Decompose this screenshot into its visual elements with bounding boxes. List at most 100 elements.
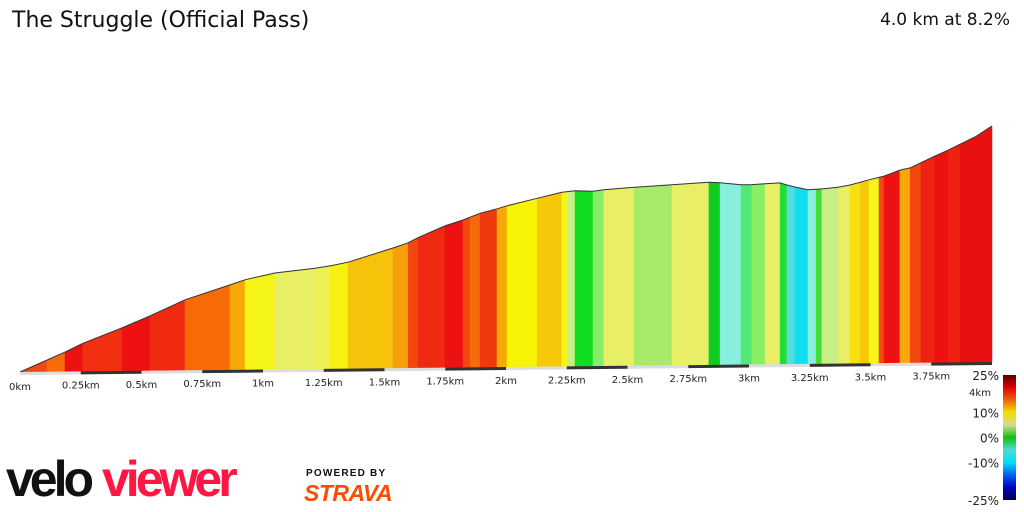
gradient-segment	[149, 299, 186, 371]
colorbar-label: 0%	[980, 432, 999, 446]
gradient-segment	[574, 190, 594, 367]
gradient-segment	[561, 191, 569, 367]
x-tick-label: 2.75km	[669, 374, 707, 385]
gradient-segment	[934, 149, 949, 363]
page-title: The Struggle (Official Pass)	[12, 8, 310, 33]
gradient-segment	[883, 169, 901, 364]
gradient-segment	[959, 125, 993, 363]
gradient-segment	[82, 327, 123, 372]
gradient-segment	[740, 184, 753, 365]
distance-band	[566, 365, 628, 370]
gradient-segment	[751, 183, 766, 365]
x-tick-label: 1.75km	[426, 377, 464, 388]
x-tick-label: 1km	[252, 379, 274, 390]
gradient-segment	[786, 184, 796, 365]
x-tick-label: 1.5km	[369, 377, 400, 388]
colorbar-label: 10%	[972, 407, 999, 421]
distance-band	[384, 367, 446, 372]
distance-band	[141, 370, 203, 374]
gradient-segment	[121, 315, 151, 372]
colorbar-label: -25%	[968, 494, 999, 508]
svg-text:viewer: viewer	[102, 452, 237, 504]
gradient-segment	[779, 182, 788, 365]
colorbar-label: 25%	[972, 369, 999, 383]
distance-band	[80, 370, 142, 375]
x-tick-label: 4km	[969, 388, 991, 399]
distance-band	[323, 368, 385, 372]
distance-band	[20, 371, 81, 375]
gradient-segments	[19, 125, 993, 373]
gradient-segment	[920, 155, 936, 363]
strava-logo: STRAVA	[304, 480, 393, 506]
gradient-segment	[859, 179, 870, 364]
gradient-segment	[469, 212, 481, 368]
x-tick-label: 3.25km	[791, 373, 829, 384]
distance-axis: 0km 0.25km 0.5km 0.75km 1km 1.25km 1.5km 1.75km…	[9, 362, 992, 399]
gradient-segment	[708, 181, 721, 366]
gradient-segment	[462, 216, 471, 368]
x-tick-label: 2km	[495, 376, 517, 387]
distance-band	[202, 369, 263, 374]
gradient-segment	[815, 188, 823, 365]
distance-band	[809, 363, 871, 367]
gradient-segment	[46, 351, 66, 372]
gradient-segment	[407, 237, 419, 369]
gradient-segment	[329, 261, 349, 370]
colorbar-scale	[1003, 375, 1016, 500]
climb-summary: 4.0 km at 8.2%	[880, 10, 1010, 30]
gradient-segment	[849, 181, 861, 364]
gradient-segment	[479, 208, 498, 368]
gradient-segment	[314, 265, 331, 370]
gradient-segment	[807, 189, 817, 365]
distance-band	[931, 362, 992, 366]
gradient-segment	[878, 175, 885, 364]
gradient-segment	[868, 176, 880, 364]
powered-by-label: POWERED BY	[306, 468, 387, 479]
gradient-segment	[837, 184, 851, 364]
colorbar-label: -10%	[968, 457, 999, 471]
gradient-segment	[506, 197, 538, 368]
gradient-segment	[229, 279, 246, 371]
x-tick-label: 0.5km	[126, 380, 157, 391]
x-tick-label: 1.25km	[305, 378, 343, 389]
gradient-segment	[536, 191, 563, 367]
gradient-segment	[671, 181, 710, 366]
distance-band	[263, 368, 324, 373]
x-tick-label: 3.75km	[912, 372, 950, 383]
x-tick-label: 3km	[738, 374, 760, 385]
gradient-segment	[633, 184, 673, 366]
gradient-segment	[392, 242, 409, 369]
x-tick-label: 2.25km	[548, 375, 586, 386]
x-tick-label: 3.5km	[855, 372, 886, 383]
distance-band	[870, 362, 932, 367]
distance-band	[627, 365, 689, 369]
x-tick-label: 0.75km	[183, 379, 221, 390]
gradient-segment	[764, 182, 781, 365]
distance-band	[445, 367, 506, 371]
gradient-segment	[274, 267, 316, 370]
x-tick-label: 0.25km	[62, 380, 100, 391]
gradient-segment	[417, 225, 446, 369]
gradient-segment	[909, 162, 922, 364]
distance-band	[688, 364, 749, 369]
gradient-segment	[592, 189, 605, 367]
svg-text:velo: velo	[6, 452, 93, 504]
gradient-segment	[821, 187, 839, 365]
distance-band	[506, 366, 567, 370]
x-tick-label: 2.5km	[612, 375, 643, 386]
gradient-segment	[899, 167, 911, 364]
distance-band	[749, 363, 810, 368]
gradient-colorbar: 25% 10% 0% -10% -25%	[968, 369, 1016, 508]
gradient-segment	[719, 182, 742, 366]
veloviewer-logo: velo viewer	[6, 452, 241, 504]
gradient-segment	[444, 219, 464, 368]
gradient-segment	[794, 186, 809, 365]
profile-outline	[19, 125, 993, 373]
gradient-segment	[347, 247, 394, 369]
gradient-segment	[603, 187, 635, 367]
x-tick-label: 0km	[9, 382, 31, 393]
gradient-segment	[496, 205, 508, 368]
gradient-segment	[947, 143, 961, 363]
gradient-segment	[244, 272, 276, 370]
